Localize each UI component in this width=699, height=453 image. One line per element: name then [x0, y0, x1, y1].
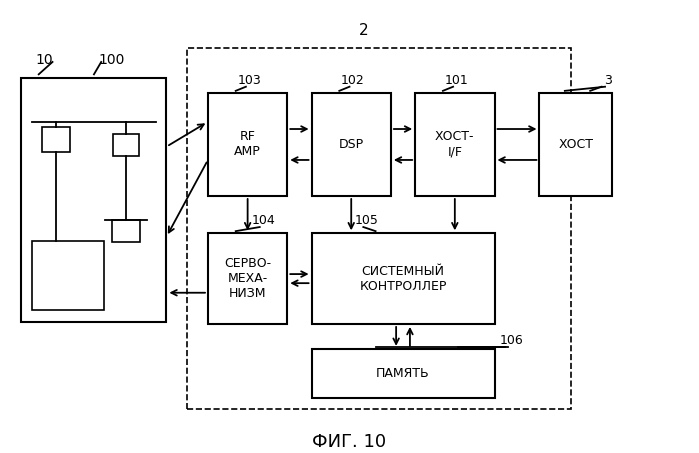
FancyBboxPatch shape: [31, 241, 104, 309]
Text: ФИГ. 10: ФИГ. 10: [312, 434, 387, 451]
Text: RF
AMP: RF AMP: [234, 130, 261, 159]
Text: ПАМЯТЬ: ПАМЯТЬ: [376, 367, 430, 380]
Text: ХОСТ-
I/F: ХОСТ- I/F: [435, 130, 475, 159]
FancyBboxPatch shape: [540, 93, 612, 196]
Text: 104: 104: [252, 214, 275, 227]
Text: 101: 101: [445, 74, 468, 87]
Text: ХОСТ: ХОСТ: [559, 138, 593, 151]
Text: 106: 106: [500, 334, 524, 347]
Text: DSP: DSP: [338, 138, 363, 151]
FancyBboxPatch shape: [312, 349, 494, 398]
Text: 10: 10: [35, 53, 53, 67]
FancyBboxPatch shape: [112, 220, 140, 242]
Text: 105: 105: [355, 214, 379, 227]
FancyBboxPatch shape: [208, 233, 287, 324]
FancyBboxPatch shape: [415, 93, 494, 196]
FancyBboxPatch shape: [113, 134, 139, 156]
Text: СЕРВО-
МЕХА-
НИЗМ: СЕРВО- МЕХА- НИЗМ: [224, 257, 271, 300]
Text: 102: 102: [341, 74, 365, 87]
FancyBboxPatch shape: [312, 233, 494, 324]
Text: 3: 3: [605, 74, 612, 87]
FancyBboxPatch shape: [42, 127, 70, 151]
Text: 103: 103: [238, 74, 261, 87]
Text: 100: 100: [98, 53, 124, 67]
Text: 2: 2: [359, 24, 368, 39]
Text: СИСТЕМНЫЙ
КОНТРОЛЛЕР: СИСТЕМНЫЙ КОНТРОЛЛЕР: [359, 265, 447, 293]
FancyBboxPatch shape: [208, 93, 287, 196]
FancyBboxPatch shape: [22, 78, 166, 322]
FancyBboxPatch shape: [312, 93, 391, 196]
